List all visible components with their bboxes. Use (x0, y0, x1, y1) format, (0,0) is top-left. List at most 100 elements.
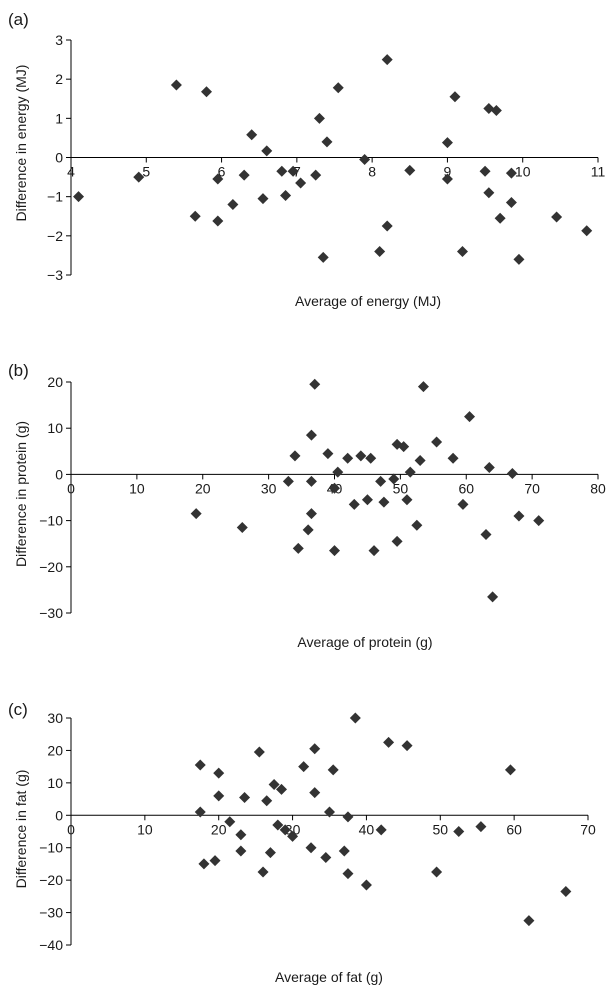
panel-c-ytick-label: 10 (47, 775, 63, 791)
panel-a-data-point (189, 210, 201, 222)
panel-c-chart: (c) Difference in fat (g) Average of fat… (8, 700, 596, 985)
panel-c-data-point (194, 806, 206, 818)
panel-c-data-point (309, 787, 321, 799)
panel-c-data-point (224, 816, 236, 828)
panel-b-ytick-label: 20 (47, 374, 63, 390)
panel-b-ytick-label: 0 (55, 466, 63, 482)
panel-a-data-point (317, 251, 329, 263)
panel-c-data-point (338, 845, 350, 857)
panel-b-data-point (368, 545, 380, 557)
panel-c-data-point (349, 712, 361, 724)
panel-b-ylabel: Difference in protein (g) (13, 421, 29, 567)
panel-b-ytick-label: −10 (39, 513, 63, 529)
panel-c-data-point (275, 783, 287, 795)
panel-c-xtick-label: 70 (580, 821, 596, 837)
panel-a-data-point (494, 212, 506, 224)
panel-c-ytick-label: 0 (55, 807, 63, 823)
panel-c-data-point (523, 915, 535, 927)
panel-b-data-point (487, 591, 499, 603)
panel-b-data-point (302, 524, 314, 536)
panel-b-data-point (398, 441, 410, 453)
panel-c-data-point (320, 851, 332, 863)
panel-a-ytick-label: 2 (55, 71, 63, 87)
panel-b-data-point (361, 494, 373, 506)
panel-c-xtick-label: 0 (67, 821, 75, 837)
panel-b-xlabel: Average of protein (g) (297, 634, 432, 650)
panel-b-data-point (365, 452, 377, 464)
panel-c-data-point (235, 829, 247, 841)
panel-b-data-point (513, 510, 525, 522)
panel-b-data-point (322, 448, 334, 460)
panel-b-data-point (282, 475, 294, 487)
panel-a-data-point (505, 197, 517, 209)
panel-b-data-point (236, 522, 248, 534)
panel-c-data-point (279, 824, 291, 836)
panel-a-data-point (374, 246, 386, 257)
panel-b-data-point (401, 494, 413, 506)
panel-b-data-point (375, 475, 387, 487)
panel-c-ytick-label: 20 (47, 742, 63, 758)
panel-c-data-point (235, 845, 247, 857)
panel-c-label: (c) (8, 700, 28, 719)
panel-b-ytick-label: −20 (39, 559, 63, 575)
panel-a-data-point (170, 79, 182, 91)
panel-b-data-point (292, 542, 304, 554)
panel-b-data-point (431, 436, 443, 448)
panel-a-label: (a) (8, 10, 29, 29)
panel-a-xtick-label: 8 (368, 164, 376, 180)
panel-a-data-point (295, 177, 307, 189)
panel-a-xtick-label: 4 (67, 164, 75, 180)
panel-b-data-point (329, 545, 340, 557)
panel-c-data-point (239, 791, 251, 803)
panel-b-data-point (506, 467, 518, 479)
panel-a-data-point (449, 91, 461, 103)
panel-a-ytick-label: −1 (47, 189, 63, 205)
panel-c-data-point (327, 764, 339, 776)
panel-b-data-point (391, 535, 403, 547)
panel-c-data-point (194, 759, 206, 771)
panel-b-chart: (b) Difference in protein (g) Average of… (8, 361, 606, 650)
panel-a-ytick-label: −2 (47, 228, 63, 244)
panel-b-xtick-label: 0 (67, 480, 75, 496)
panel-b-data-point (480, 528, 492, 540)
panel-a-data-point (490, 105, 502, 116)
panel-a-data-point (287, 165, 299, 177)
panel-b-data-point (355, 450, 367, 462)
panel-b-data-point (348, 498, 360, 510)
panel-a-xtick-label: 6 (218, 164, 226, 180)
panel-c-data-point (342, 868, 354, 880)
panel-c-data-point (264, 847, 276, 859)
panel-b-ytick-label: 10 (47, 420, 63, 436)
panel-c-xlabel: Average of fat (g) (275, 969, 383, 985)
panel-a-data-point (212, 215, 224, 227)
panel-a-ytick-label: −3 (47, 267, 63, 283)
panel-c-data-point (375, 824, 387, 836)
panel-b-data-point (305, 475, 317, 487)
panel-a-data-point (212, 173, 224, 185)
panel-b-data-point (417, 381, 429, 393)
panel-a-data-point (227, 199, 239, 210)
panel-a-data-point (73, 191, 85, 203)
panel-b-data-point (190, 508, 202, 520)
panel-a-data-point (246, 129, 258, 141)
panel-a-data-point (551, 211, 563, 223)
panel-c-data-point (213, 767, 225, 779)
panel-b-data-point (414, 455, 426, 467)
panel-b-data-point (411, 519, 423, 531)
panel-a-data-point (133, 171, 145, 183)
panel-c-ytick-label: −10 (39, 840, 63, 856)
panel-c-data-point (401, 740, 413, 752)
panel-c-xtick-label: 50 (432, 821, 448, 837)
panel-b-xtick-label: 30 (261, 480, 277, 496)
panel-b-label: (b) (8, 361, 29, 380)
panel-b-xtick-label: 50 (393, 480, 409, 496)
panel-b-xtick-label: 70 (524, 480, 540, 496)
panel-c-data-point (309, 743, 321, 755)
panel-b-data-point (388, 473, 400, 485)
panel-b-data-point (329, 482, 340, 494)
panel-b-data-point (533, 515, 545, 527)
panel-a-data-point (321, 136, 333, 148)
panel-b-data-point (289, 450, 301, 462)
panel-c-data-point (475, 821, 487, 833)
panel-a-data-point (238, 169, 250, 181)
